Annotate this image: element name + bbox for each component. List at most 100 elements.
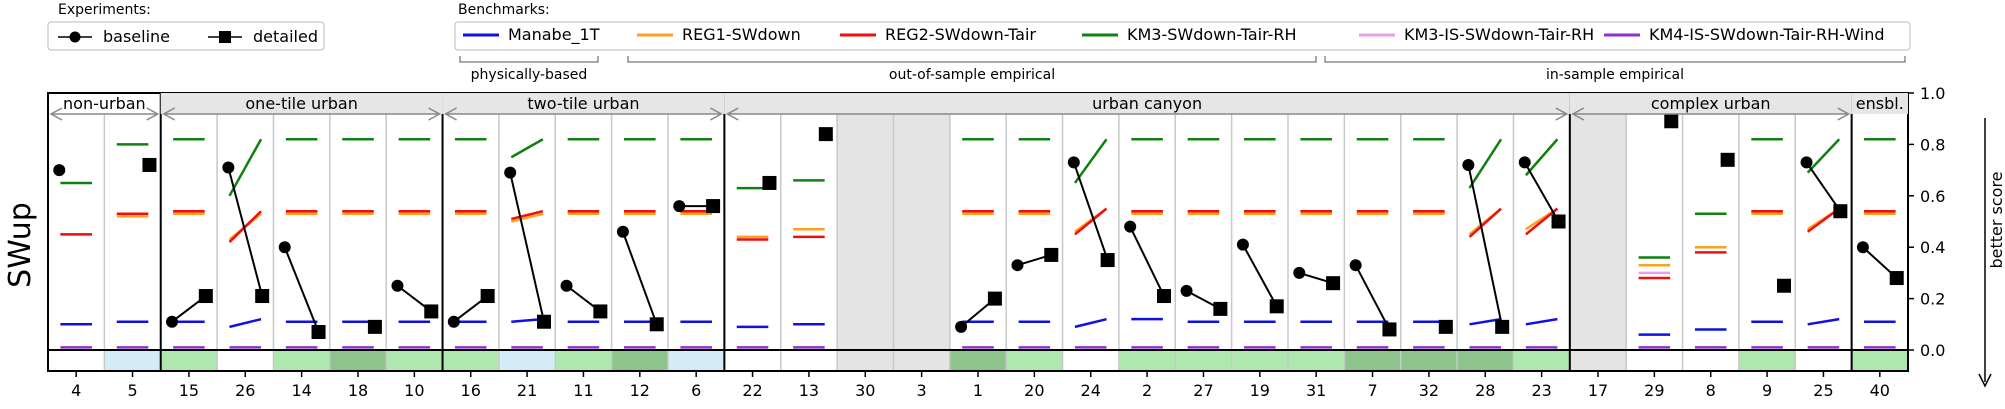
baseline-point [278,241,291,254]
category-strip-cell [498,350,556,371]
baseline-point [955,320,968,333]
category-strip-cell [611,350,668,371]
group-arrow-right [1555,107,1569,121]
group-arrow-left [443,107,457,121]
experiment-line [1467,164,1504,328]
detailed-point [1889,271,1904,286]
baseline-point [1293,266,1306,279]
benchmark-mark-km3 [1073,138,1108,184]
x-tick-label: 25 [1813,381,1833,400]
better-score-indicator: better score [1978,118,2005,388]
legend-item-reg1: REG1-SWdown [637,25,801,44]
benchmark-mark-km3 [1468,138,1503,189]
category-strip-cell [217,350,274,371]
y-tick-label: 1.0 [1920,84,1945,103]
experiment-line [1072,162,1109,261]
detailed-point [1326,276,1341,291]
baseline-point [673,200,686,213]
x-tick-label: 11 [573,381,593,400]
detailed-point [537,314,551,329]
detailed-point [1269,299,1284,314]
group-header-bg [442,93,725,114]
benchmark-mark-reg2 [511,210,544,221]
na-column [837,93,894,371]
x-tick-label: 23 [1531,381,1551,400]
group-arrow-left [725,107,739,121]
y-tick-label: 0.4 [1920,238,1945,257]
experiment-line [1523,161,1560,222]
legend-item-detailed: detailed [208,27,318,46]
x-tick-label: 24 [1081,381,1101,400]
detailed-point [649,317,664,332]
y-tick-label: 0.2 [1920,290,1945,309]
benchmark-mark-manabe [1807,317,1840,326]
detailed-point [424,304,439,319]
category-strip-cell [1851,350,1908,371]
category-strip-cell [780,350,838,371]
group-arrow-left [49,107,63,121]
detailed-point [987,291,1002,306]
experiment-line [1805,161,1842,212]
baseline-point [447,315,460,328]
bracket [627,56,1317,63]
experiments-legend-title: Experiments: [58,2,151,18]
legend-label: detailed [253,27,318,46]
x-tick-label: 6 [691,381,701,400]
group-arrow-right [428,107,442,121]
baseline-point [504,166,517,179]
experiments-legend-box [47,21,325,51]
x-tick-label: 26 [235,381,255,400]
x-tick-label: 29 [1644,381,1664,400]
group-label: one-tile urban [245,94,357,113]
category-strip-cell [1738,350,1796,371]
legend-label: KM3-IS-SWdown-Tair-RH [1404,25,1594,44]
experiment-line [1242,244,1278,307]
category-strip-cell [48,350,105,371]
x-tick-label: 10 [404,381,424,400]
plot-area: non-urban one-tile urban two-tile urban urb… [47,92,1909,400]
x-tick-label: 14 [291,381,311,400]
group-label: two-tile urban [527,94,639,113]
x-tick-label: 19 [1250,381,1270,400]
category-strip-cell [160,350,218,371]
legend-label: Manabe_1T [508,25,600,45]
legend-item-manabe: Manabe_1T [463,25,600,45]
benchmark-group-label: in-sample empirical [1546,67,1684,83]
x-tick-label: 12 [630,381,650,400]
baseline-point [1349,259,1362,272]
detailed-point [367,319,382,334]
baseline-point [1236,238,1249,251]
category-strip-cell [1569,350,1627,371]
x-tick-label: 8 [1706,381,1716,400]
detailed-point [1382,322,1397,337]
better-score-label: better score [1987,171,2005,268]
x-tick-label: 17 [1588,381,1608,400]
category-strip-cell [273,350,330,371]
x-tick-label: 22 [742,381,762,400]
detailed-point [198,289,213,304]
legend-item-reg2: REG2-SWdown-Tair [840,25,1036,44]
benchmark-mark-km3 [1524,138,1559,177]
benchmark-mark-km3 [1806,138,1841,174]
benchmark-mark-km3 [510,138,544,159]
category-strip-cell [1006,350,1063,371]
group-header-bg [724,93,1570,114]
category-strip-cell [893,350,950,371]
category-strip-cell [1062,350,1119,371]
x-tick-label: 30 [855,381,875,400]
category-strip-cell [555,350,612,371]
legend-marker-square [219,31,231,43]
experiment-line [621,231,658,325]
x-tick-label: 15 [179,381,199,400]
experiments-legend: Experiments: baseline detailed [47,2,325,51]
category-strip-cell [1288,350,1345,371]
na-column [1569,93,1627,371]
y-axis-label: SWup [3,202,38,288]
category-strip-cell [837,350,894,371]
category-strip-cell [386,350,443,371]
x-tick-label: 4 [71,381,81,400]
benchmarks-legend-title: Benchmarks: [458,2,550,18]
benchmark-group-label: out-of-sample empirical [889,67,1055,83]
baseline-point [1180,284,1193,297]
baseline-point [560,279,573,292]
